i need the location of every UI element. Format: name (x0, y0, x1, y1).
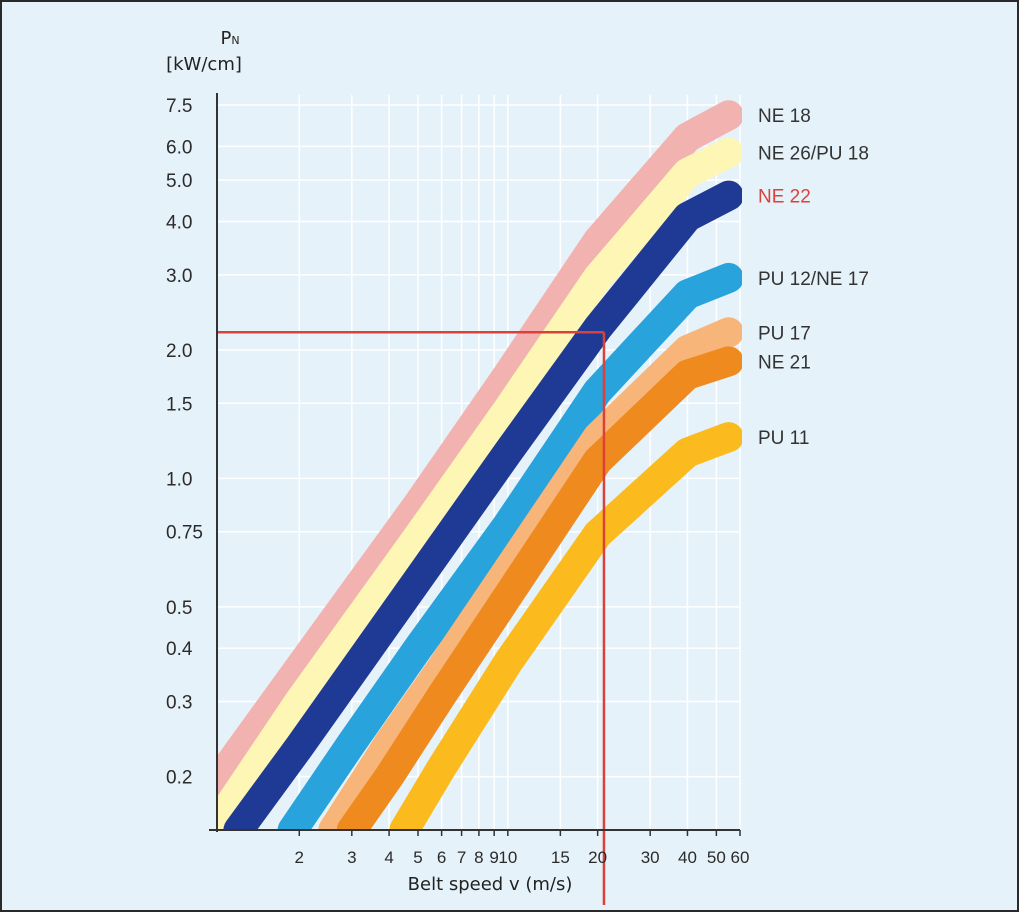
series-band-1 (217, 137, 742, 829)
series-band-3 (277, 262, 742, 829)
y-tick-label: 7.5 (166, 96, 192, 117)
x-tick-label: 8 (474, 848, 483, 867)
y-axis-title-units: [kW/cm] (166, 54, 242, 75)
y-tick-label: 1.0 (166, 469, 192, 490)
series-band-6 (389, 422, 742, 829)
x-tick-label: 9 (489, 848, 498, 867)
x-axis-title: Belt speed v (m/s) (408, 874, 573, 895)
y-tick-label: 0.5 (166, 598, 192, 619)
x-tick-label: 2 (295, 848, 304, 867)
x-tick-label: 10 (498, 848, 517, 867)
x-tick-label: 20 (588, 848, 607, 867)
y-axis-title-main: PN (220, 28, 239, 49)
series-band-5 (336, 346, 742, 829)
series-label-5: NE 21 (758, 352, 811, 373)
series-bands (217, 100, 742, 829)
axes (209, 93, 741, 836)
x-tick-label: 3 (347, 848, 356, 867)
series-label-0: NE 18 (758, 106, 811, 127)
y-tick-label: 6.0 (166, 137, 192, 158)
y-tick-labels: 7.5 6.0 5.0 4.0 3.0 2.0 1.5 1.0 0.75 0.5 0.4 0.3 0.2 (166, 96, 203, 789)
y-tick-label: 2.0 (166, 341, 192, 362)
x-tick-label: 60 (731, 848, 750, 867)
x-tick-label: 6 (437, 848, 446, 867)
series-label-3: PU 12/NE 17 (758, 269, 869, 290)
y-tick-label: 0.75 (166, 523, 203, 544)
x-tick-label: 40 (678, 848, 697, 867)
series-label-4: PU 17 (758, 323, 811, 344)
reading-marker (217, 331, 606, 905)
x-tick-label: 15 (551, 848, 570, 867)
x-tick-label: 30 (641, 848, 660, 867)
y-tick-label: 0.2 (166, 768, 192, 789)
x-tick-label: 5 (413, 848, 422, 867)
x-tick-labels: 2 3 4 5 6 7 8 9 10 15 20 30 40 50 60 (295, 848, 750, 867)
series-label-6: PU 11 (758, 428, 809, 449)
y-tick-label: 1.5 (166, 394, 192, 415)
series-label-1: NE 26/PU 18 (758, 144, 869, 165)
y-tick-label: 5.0 (166, 171, 192, 192)
y-axis-title-subscript: N (231, 34, 239, 47)
y-tick-label: 4.0 (166, 212, 192, 233)
series-label-2: NE 22 (758, 187, 811, 208)
y-tick-label: 3.0 (166, 266, 192, 287)
y-tick-label: 0.3 (166, 693, 192, 714)
series-band-0 (217, 100, 742, 797)
series-band-2 (223, 180, 742, 829)
x-tick-label: 7 (457, 848, 466, 867)
x-tick-label: 50 (707, 848, 726, 867)
x-tick-label: 4 (384, 848, 393, 867)
series-labels: NE 18 NE 26/PU 18 NE 22 PU 12/NE 17 PU 17 NE … (758, 106, 869, 449)
y-tick-label: 0.4 (166, 639, 193, 660)
